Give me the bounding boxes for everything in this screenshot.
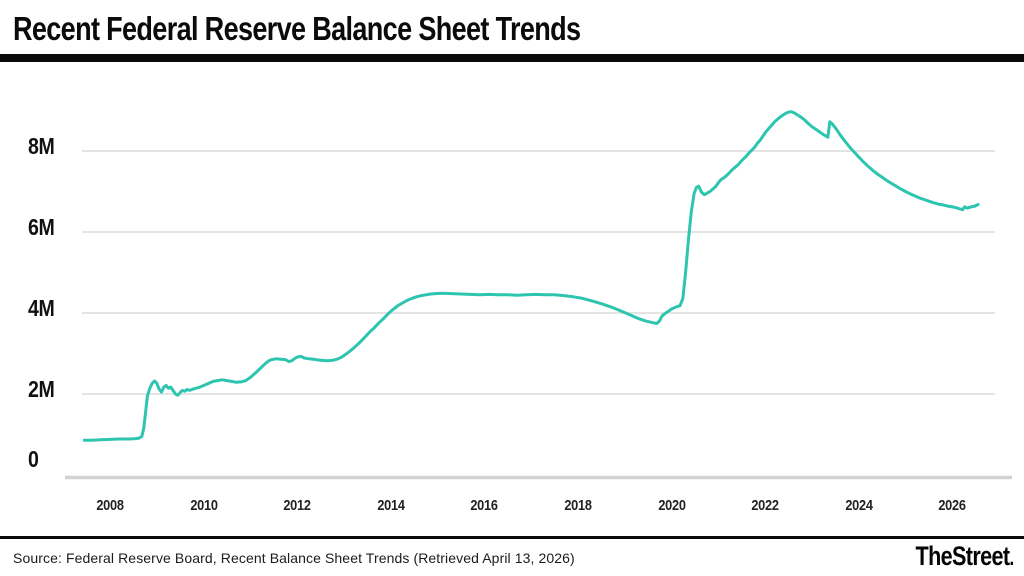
y-tick-label-4M: 4M <box>28 295 55 321</box>
data-line-total-assets <box>82 110 980 442</box>
page-title: Recent Federal Reserve Balance Sheet Tre… <box>13 10 581 47</box>
title-divider-rule <box>0 54 1024 62</box>
thestreet-logo-dot: . <box>1009 545 1015 570</box>
x-tick-label-2024: 2024 <box>845 498 873 514</box>
x-tick-label-2020: 2020 <box>657 498 686 514</box>
x-tick-label-2026: 2026 <box>938 498 967 514</box>
x-tick-label-2012: 2012 <box>283 498 312 514</box>
thestreet-logo-text: TheStreet <box>915 541 1011 571</box>
thestreet-logo: TheStreet. <box>915 541 1015 572</box>
y-tick-label-2M: 2M <box>28 376 55 402</box>
source-attribution: Source: Federal Reserve Board, Recent Ba… <box>13 550 575 566</box>
y-tick-label-0: 0 <box>28 446 39 472</box>
x-tick-label-2018: 2018 <box>564 498 592 514</box>
footer-divider-rule <box>0 536 1024 539</box>
y-tick-label-8M: 8M <box>28 133 55 159</box>
x-tick-label-2008: 2008 <box>96 498 124 514</box>
x-tick-label-2016: 2016 <box>470 498 499 514</box>
y-tick-label-6M: 6M <box>28 214 55 240</box>
x-tick-label-2010: 2010 <box>189 498 218 514</box>
x-tick-label-2022: 2022 <box>751 498 780 514</box>
x-tick-label-2014: 2014 <box>377 498 405 514</box>
